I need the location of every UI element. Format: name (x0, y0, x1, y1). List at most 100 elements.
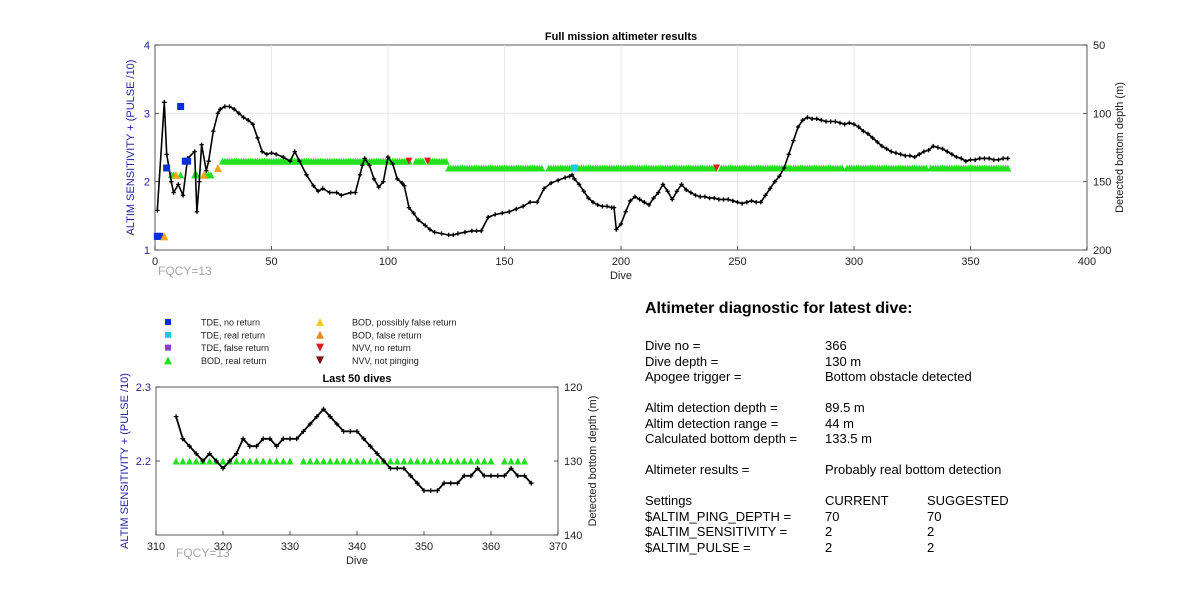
bottom-depth-point (674, 189, 680, 194)
bottom-depth-point (227, 458, 233, 464)
bod-real-return-marker (474, 457, 482, 465)
legend-label: BOD, possibly false return (352, 318, 457, 328)
diagnostic-row: Dive no = 366 (645, 338, 1165, 354)
bod-real-return-marker (447, 457, 455, 465)
bottom-depth-point (875, 139, 880, 145)
bottom-depth-point (506, 209, 512, 214)
full-x-tick-label: 50 (265, 256, 277, 268)
legend-label: NVV, not pinging (352, 356, 419, 366)
setting-suggested: 70 (927, 508, 942, 524)
bottom-depth-point (665, 189, 670, 194)
bottom-depth-point (414, 480, 420, 486)
last50-y-axis-label: ALTIM SENSITIVITY + (PULSE /10) (119, 373, 131, 549)
bottom-depth-point (161, 99, 167, 105)
bottom-depth-point (595, 202, 600, 208)
bottom-depth-point (688, 190, 694, 195)
diagnostic-row: Altim detection range = 44 m (645, 416, 1165, 432)
bottom-depth-point (870, 135, 875, 141)
bottom-depth-point (865, 131, 871, 137)
bottom-depth-point (353, 190, 358, 195)
bottom-depth-point (280, 436, 286, 442)
bottom-depth-point (499, 210, 505, 216)
bottom-depth-point (749, 198, 754, 203)
bottom-depth-point (401, 466, 407, 471)
bottom-depth-point (651, 195, 656, 201)
full-y-tick-label: 4 (144, 40, 150, 52)
bottom-depth-point (986, 156, 992, 161)
bottom-depth-point (411, 210, 416, 216)
bottom-depth-point (347, 429, 353, 434)
bottom-depth-point (698, 194, 703, 199)
legend-label: BOD, false return (352, 330, 422, 340)
bottom-depth-point (623, 209, 628, 214)
diagnostic-row: Altim detection depth = 89.5 m (645, 400, 1165, 416)
altim-detection-range-value: 44 m (825, 415, 854, 431)
bottom-depth-point (618, 221, 624, 227)
bottom-depth-point (833, 119, 838, 124)
altimeter-diagnostic-panel: Altimeter diagnostic for latest dive: Di… (645, 300, 1165, 555)
bod-real-return-marker (177, 171, 185, 179)
legend-label: NVV, no return (352, 343, 411, 353)
bottom-depth-point (215, 111, 221, 116)
bottom-depth-point (670, 197, 675, 202)
bod-real-return-marker (480, 457, 488, 465)
full-x-tick-label: 200 (612, 256, 630, 268)
bottom-depth-point (562, 175, 568, 180)
bottom-depth-point (311, 183, 316, 188)
last50-x-tick-label: 350 (415, 541, 433, 553)
bottom-depth-point (362, 156, 367, 161)
full-y2-tick-label: 100 (1093, 108, 1111, 120)
diagnostic-row: Calculated bottom depth = 133.5 m (645, 431, 1165, 447)
legend-marker (164, 356, 172, 365)
bottom-depth-point (712, 195, 717, 201)
bottom-depth-point (548, 180, 554, 186)
bottom-depth-point (474, 228, 479, 234)
apogee-trigger-label: Apogee trigger = (645, 369, 742, 384)
bottom-depth-point (926, 148, 931, 153)
bod-real-return-marker (299, 457, 307, 465)
legend-label: TDE, no return (201, 318, 260, 328)
bottom-depth-point (327, 414, 333, 419)
full-chart-title: Full mission altimeter results (545, 31, 697, 43)
bottom-depth-point (334, 421, 340, 427)
bottom-depth-point (730, 198, 736, 203)
legend-label: TDE, real return (201, 330, 265, 340)
bottom-depth-point (837, 120, 843, 126)
bottom-depth-point (646, 202, 652, 208)
bottom-depth-point (461, 473, 467, 479)
bottom-depth-point (786, 152, 791, 157)
bod-real-return-marker (427, 457, 435, 465)
legend-marker (316, 356, 324, 365)
last50-x-axis-label: Dive (346, 555, 368, 567)
bod-real-return-marker (467, 457, 475, 465)
bottom-depth-point (390, 161, 395, 167)
bod-possibly-false-marker (171, 170, 180, 179)
bod-real-return-marker (232, 457, 240, 465)
legend-label: BOD, real return (201, 356, 267, 366)
setting-name: $ALTIM_SENSITIVITY = (645, 524, 788, 539)
bottom-depth-point (180, 193, 186, 198)
bod-real-return-marker (487, 457, 495, 465)
bottom-depth-point (513, 206, 519, 212)
bottom-depth-point (725, 197, 731, 202)
bottom-depth-point (381, 179, 386, 184)
bottom-depth-point (479, 228, 484, 234)
bottom-depth-point (260, 436, 266, 442)
bottom-depth-point (945, 149, 950, 154)
bottom-depth-point (828, 119, 833, 124)
last50-y2-tick-label: 140 (564, 530, 582, 542)
bottom-depth-point (348, 190, 353, 195)
bottom-depth-point (637, 197, 642, 202)
bottom-depth-point (889, 149, 894, 154)
nvv-marker (713, 164, 721, 172)
bottom-depth-point (1005, 156, 1010, 161)
bottom-depth-point (604, 204, 610, 209)
bottom-depth-point (254, 443, 259, 449)
bod-possibly-false-marker (199, 170, 208, 179)
bod-real-return-marker (313, 457, 321, 465)
bottom-depth-point (192, 149, 197, 154)
bottom-depth-point (416, 217, 421, 223)
bod-real-return-marker (186, 457, 193, 465)
bottom-depth-point (485, 215, 491, 220)
full-y-tick-label: 3 (144, 108, 150, 120)
